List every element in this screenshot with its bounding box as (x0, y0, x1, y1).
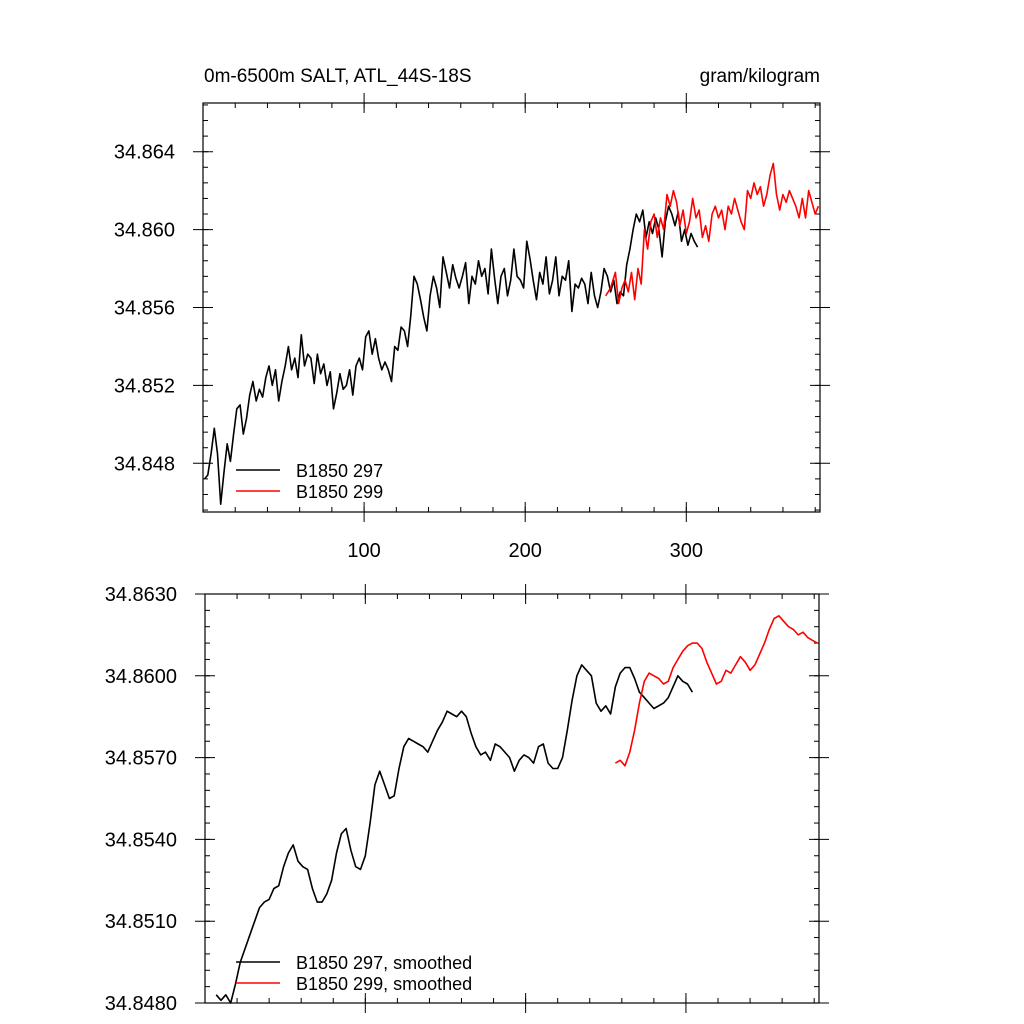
y-tick-label: 34.8630 (105, 584, 177, 606)
top-x-axis: 100 200 300 (234, 93, 816, 562)
chart-title: 0m-6500m SALT, ATL_44S-18S (204, 66, 472, 87)
legend-label-b1850-299-smoothed: B1850 299, smoothed (296, 974, 472, 994)
y-tick-label: 34.864 (114, 142, 175, 164)
bottom-panel: 34.8480 34.8510 34.8540 34.8570 34.8600 34.86… (105, 584, 829, 1015)
x-tick-label: 100 (347, 540, 380, 562)
y-tick-label: 34.8510 (105, 911, 177, 933)
y-tick-label: 34.856 (114, 298, 175, 320)
top-panel: 0m-6500m SALT, ATL_44S-18S gram/kilogram… (114, 66, 830, 562)
legend-label-b1850-297: B1850 297 (296, 461, 383, 481)
y-tick-label: 34.860 (114, 220, 175, 242)
series-line-b1850-299 (605, 162, 820, 305)
legend-label-b1850-299: B1850 299 (296, 482, 383, 502)
series-line-b1850-297-smoothed (215, 664, 694, 1004)
bottom-plot-frame (204, 593, 820, 1004)
top-series-group (203, 162, 820, 506)
legend-label-b1850-297-smoothed: B1850 297, smoothed (296, 953, 472, 973)
x-tick-label: 300 (670, 540, 703, 562)
x-tick-label: 200 (509, 540, 542, 562)
series-line-b1850-299-smoothed (614, 614, 818, 767)
bottom-y-axis: 34.8480 34.8510 34.8540 34.8570 34.8600 34.86… (105, 584, 829, 1015)
y-tick-label: 34.8480 (105, 993, 177, 1015)
top-y-axis: 34.848 34.852 34.856 34.860 34.864 (114, 104, 830, 511)
bottom-legend: B1850 297, smoothed B1850 299, smoothed (236, 953, 472, 994)
y-tick-label: 34.8600 (105, 666, 177, 688)
top-legend: B1850 297 B1850 299 (236, 461, 383, 502)
series-line-b1850-297 (203, 205, 699, 506)
y-tick-label: 34.8570 (105, 748, 177, 770)
y-tick-label: 34.848 (114, 453, 175, 475)
bottom-series-group (215, 614, 818, 1004)
units-label: gram/kilogram (700, 66, 820, 87)
bottom-x-axis (236, 584, 815, 1013)
y-tick-label: 34.8540 (105, 829, 177, 851)
top-plot-frame (202, 102, 821, 513)
y-tick-label: 34.852 (114, 375, 175, 397)
